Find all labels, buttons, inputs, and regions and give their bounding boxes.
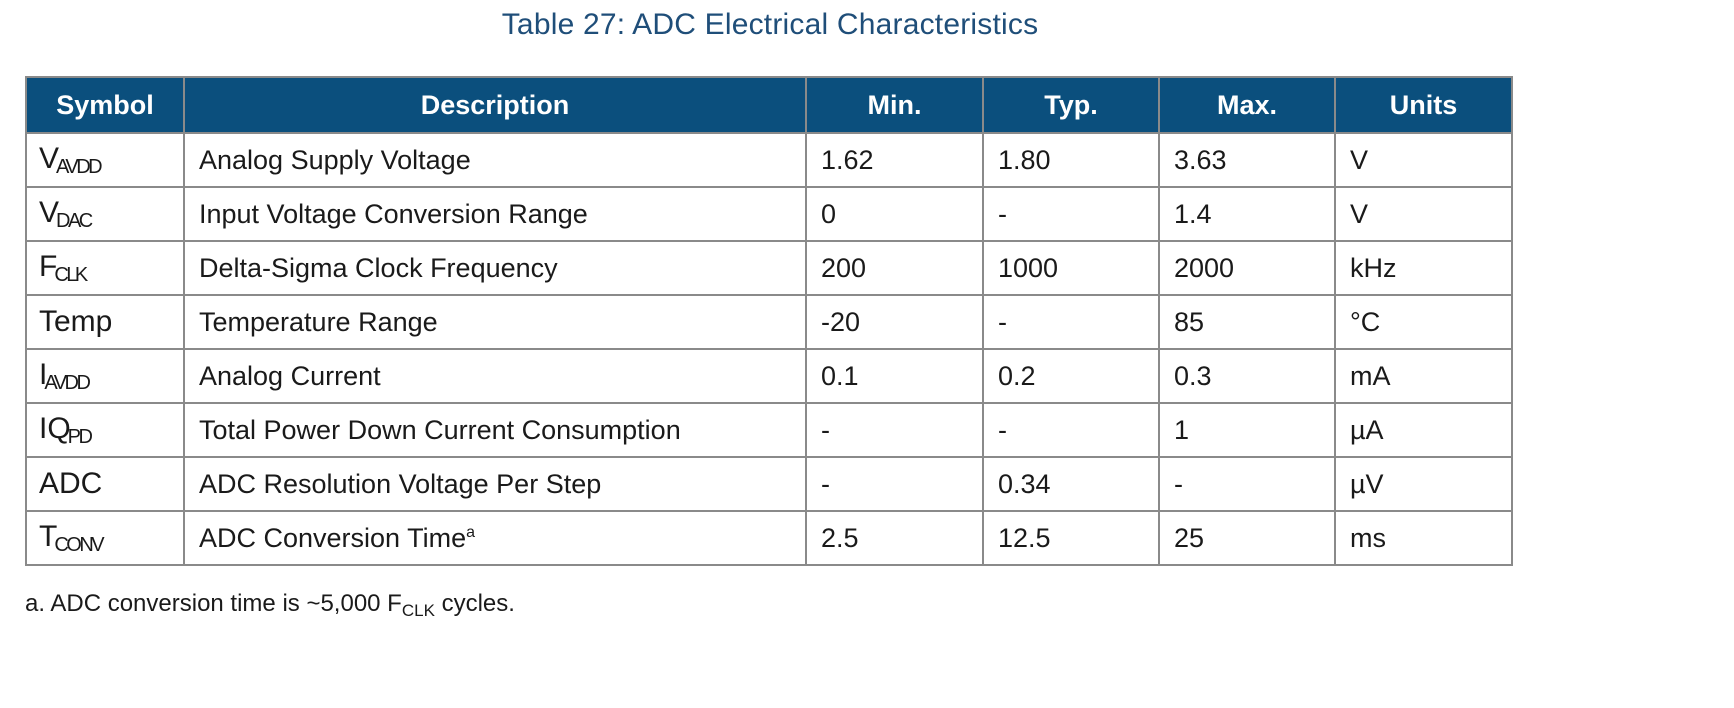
typ-cell: 0.34 xyxy=(982,456,1160,512)
units-cell: µA xyxy=(1334,402,1513,458)
max-cell: 85 xyxy=(1158,294,1336,350)
description-text: Delta-Sigma Clock Frequency xyxy=(199,252,558,283)
min-cell: 1.62 xyxy=(805,132,984,188)
table-row: ADC ADC Resolution Voltage Per Step -0.34-… xyxy=(25,456,1513,512)
symbol-main: T xyxy=(39,519,58,553)
description-cell: Delta-Sigma Clock Frequency xyxy=(183,240,807,296)
max-cell: 1 xyxy=(1158,402,1336,458)
footnote-suffix: cycles. xyxy=(434,590,515,617)
description-cell: ADC Resolution Voltage Per Step xyxy=(183,456,807,512)
units-cell: °C xyxy=(1334,294,1513,350)
symbol-main: ADC xyxy=(39,467,103,500)
header-symbol: Symbol xyxy=(25,76,185,134)
max-cell: 2000 xyxy=(1158,240,1336,296)
typ-cell: - xyxy=(982,402,1160,458)
symbol-main: IQ xyxy=(39,411,71,445)
header-min: Min. xyxy=(805,76,984,134)
min-cell: 0 xyxy=(805,186,984,242)
typ-cell: - xyxy=(982,294,1160,350)
symbol-subscript: CLK xyxy=(54,263,88,286)
symbol-subscript: PD xyxy=(67,425,93,448)
units-cell: ms xyxy=(1334,510,1513,566)
min-cell: 0.1 xyxy=(805,348,984,404)
description-cell: Temperature Range xyxy=(183,294,807,350)
max-cell: 1.4 xyxy=(1158,186,1336,242)
symbol-cell: VDAC xyxy=(25,186,185,242)
description-text: Input Voltage Conversion Range xyxy=(199,198,588,229)
typ-cell: 1.80 xyxy=(982,132,1160,188)
table-row: TCONV ADC Conversion Timea 2.5 12.5 25 ms xyxy=(25,510,1513,566)
footnote-marker: a xyxy=(466,523,475,541)
description-text: Analog Supply Voltage xyxy=(199,144,471,175)
min-cell: - xyxy=(805,456,984,512)
typ-cell: 0.2 xyxy=(982,348,1160,404)
symbol-subscript: DAC xyxy=(56,209,93,232)
max-cell: 25 xyxy=(1158,510,1336,566)
table-row: Temp Temperature Range -20-85 °C xyxy=(25,294,1513,350)
max-cell: 3.63 xyxy=(1158,132,1336,188)
symbol-subscript: CONV xyxy=(54,533,104,556)
table-row: IAVDD Analog Current 0.1 0.2 0.3 mA xyxy=(25,348,1513,404)
table-body: VAVDD Analog Supply Voltage 1.62 1.80 3.63 V V… xyxy=(25,132,1513,566)
header-description: Description xyxy=(183,76,807,134)
max-cell: 0.3 xyxy=(1158,348,1336,404)
units-cell: V xyxy=(1334,186,1513,242)
max-cell: - xyxy=(1158,456,1336,512)
units-cell: µV xyxy=(1334,456,1513,512)
description-text: Analog Current xyxy=(199,360,381,391)
symbol-cell: TCONV xyxy=(25,510,185,566)
description-text: Total Power Down Current Consumption xyxy=(199,414,681,445)
symbol-main: F xyxy=(39,249,58,283)
symbol-main: Temp xyxy=(39,305,113,338)
table-row: VDAC Input Voltage Conversion Range 0-1.4 V xyxy=(25,186,1513,242)
table-row: FCLK Delta-Sigma Clock Frequency 200 1000 20… xyxy=(25,240,1513,296)
footnote: a. ADC conversion time is ~5,000 FCLK cy… xyxy=(25,590,515,621)
typ-cell: 1000 xyxy=(982,240,1160,296)
symbol-main: I xyxy=(39,357,48,391)
header-row: Symbol Description Min. Typ. Max. Units xyxy=(25,76,1513,134)
symbol-cell: IAVDD xyxy=(25,348,185,404)
min-cell: 2.5 xyxy=(805,510,984,566)
symbol-cell: VAVDD xyxy=(25,132,185,188)
symbol-cell: Temp xyxy=(25,294,185,350)
units-cell: kHz xyxy=(1334,240,1513,296)
units-cell: mA xyxy=(1334,348,1513,404)
symbol-cell: FCLK xyxy=(25,240,185,296)
footnote-prefix: a. ADC conversion time is ~5,000 F xyxy=(25,590,402,617)
description-text: ADC Resolution Voltage Per Step xyxy=(199,468,602,499)
header-units: Units xyxy=(1334,76,1513,134)
description-text: ADC Conversion Time xyxy=(199,522,467,553)
min-cell: -20 xyxy=(805,294,984,350)
typ-cell: 12.5 xyxy=(982,510,1160,566)
units-cell: V xyxy=(1334,132,1513,188)
adc-characteristics-table: Symbol Description Min. Typ. Max. Units … xyxy=(25,76,1513,566)
header-typ: Typ. xyxy=(982,76,1160,134)
table-row: VAVDD Analog Supply Voltage 1.62 1.80 3.63 V xyxy=(25,132,1513,188)
description-cell: Analog Current xyxy=(183,348,807,404)
min-cell: - xyxy=(805,402,984,458)
symbol-cell: IQPD xyxy=(25,402,185,458)
footnote-subscript: CLK xyxy=(401,601,435,620)
description-text: Temperature Range xyxy=(199,306,438,337)
symbol-subscript: AVDD xyxy=(44,371,91,394)
description-cell: ADC Conversion Timea xyxy=(183,510,807,566)
table-row: IQPD Total Power Down Current Consumption… xyxy=(25,402,1513,458)
min-cell: 200 xyxy=(805,240,984,296)
description-cell: Analog Supply Voltage xyxy=(183,132,807,188)
typ-cell: - xyxy=(982,186,1160,242)
description-cell: Input Voltage Conversion Range xyxy=(183,186,807,242)
symbol-cell: ADC xyxy=(25,456,185,512)
table-caption: Table 27: ADC Electrical Characteristics xyxy=(501,8,1039,41)
symbol-subscript: AVDD xyxy=(56,155,103,178)
description-cell: Total Power Down Current Consumption xyxy=(183,402,807,458)
symbol-main: V xyxy=(39,195,60,229)
header-max: Max. xyxy=(1158,76,1336,134)
symbol-main: V xyxy=(39,141,60,175)
